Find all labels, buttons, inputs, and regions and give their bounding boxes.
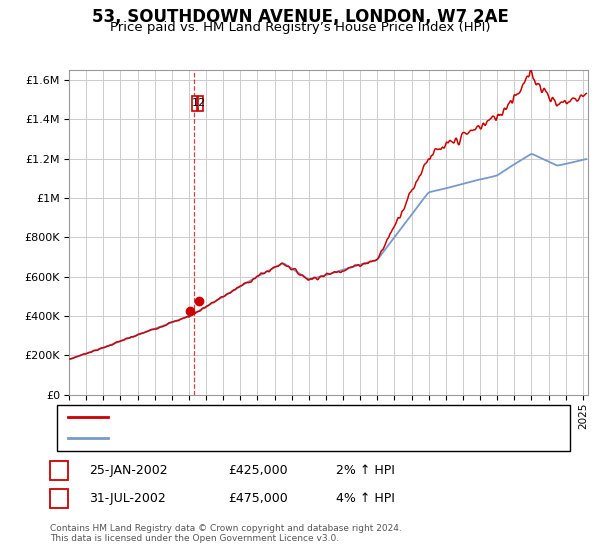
Text: Contains HM Land Registry data © Crown copyright and database right 2024.: Contains HM Land Registry data © Crown c… [50, 524, 401, 533]
Text: £475,000: £475,000 [228, 492, 288, 505]
Text: This data is licensed under the Open Government Licence v3.0.: This data is licensed under the Open Gov… [50, 534, 339, 543]
Text: 1: 1 [191, 99, 199, 109]
Text: 2: 2 [55, 492, 63, 505]
Text: 53, SOUTHDOWN AVENUE, LONDON, W7 2AE: 53, SOUTHDOWN AVENUE, LONDON, W7 2AE [92, 8, 508, 26]
Text: 2: 2 [197, 99, 204, 109]
Text: 2% ↑ HPI: 2% ↑ HPI [336, 464, 395, 477]
Text: HPI: Average price, detached house, Ealing: HPI: Average price, detached house, Eali… [115, 433, 356, 444]
Text: 4% ↑ HPI: 4% ↑ HPI [336, 492, 395, 505]
Text: 53, SOUTHDOWN AVENUE, LONDON, W7 2AE (detached house): 53, SOUTHDOWN AVENUE, LONDON, W7 2AE (de… [115, 412, 469, 422]
Text: Price paid vs. HM Land Registry’s House Price Index (HPI): Price paid vs. HM Land Registry’s House … [110, 21, 490, 34]
Text: 31-JUL-2002: 31-JUL-2002 [89, 492, 166, 505]
Text: 1: 1 [55, 464, 63, 477]
Text: 25-JAN-2002: 25-JAN-2002 [89, 464, 167, 477]
FancyBboxPatch shape [198, 96, 203, 111]
Text: £425,000: £425,000 [228, 464, 287, 477]
FancyBboxPatch shape [193, 96, 197, 111]
